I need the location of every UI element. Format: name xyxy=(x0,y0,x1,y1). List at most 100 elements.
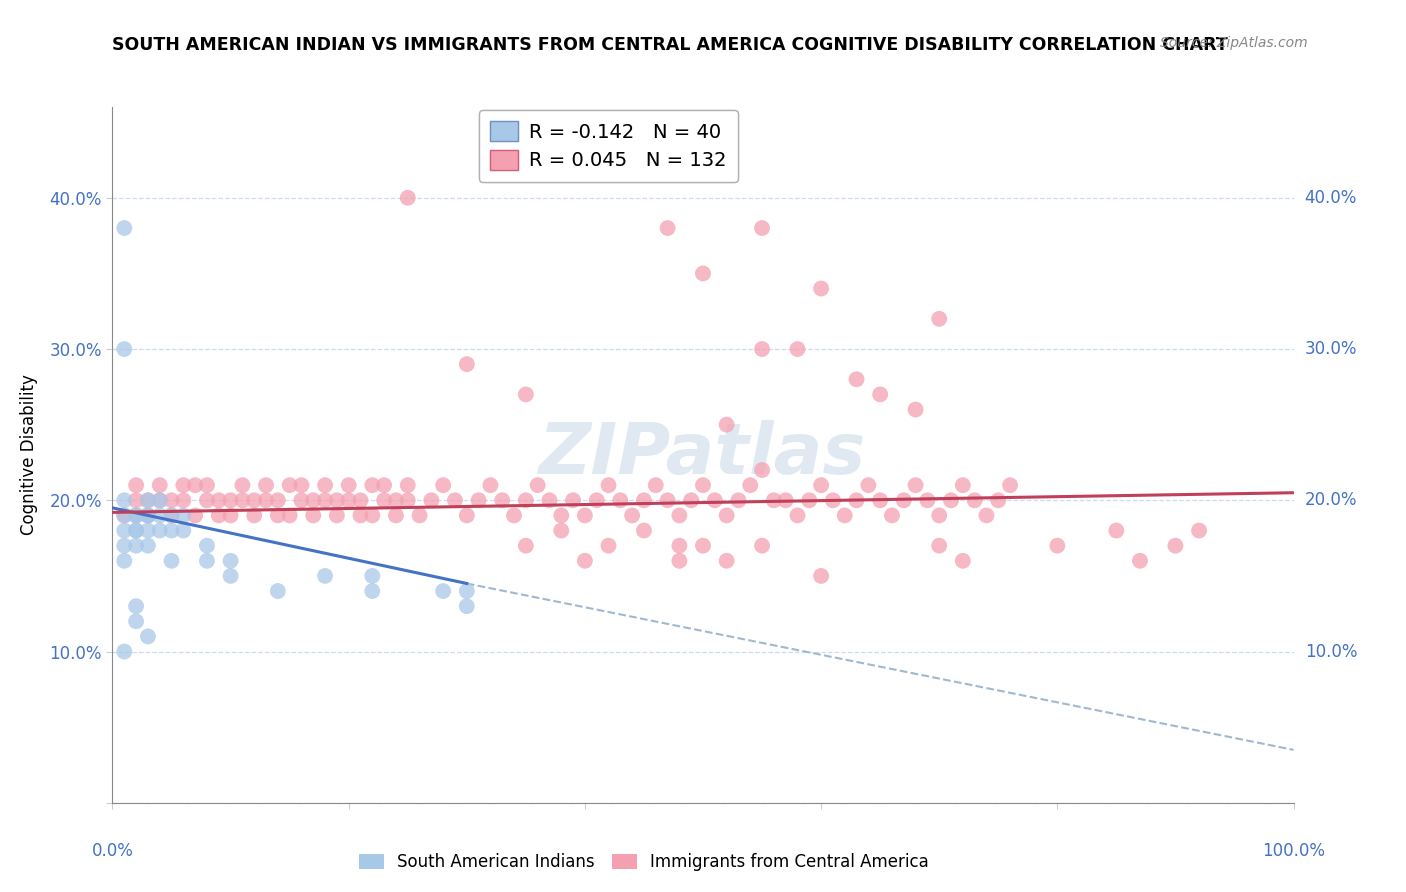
Point xyxy=(149,478,172,492)
Point xyxy=(845,493,868,508)
Point xyxy=(361,584,384,599)
Point xyxy=(574,554,596,568)
Point xyxy=(420,493,443,508)
Point xyxy=(361,508,384,523)
Point xyxy=(668,508,690,523)
Point xyxy=(681,493,703,508)
Point xyxy=(149,508,172,523)
Point xyxy=(243,508,266,523)
Point xyxy=(314,478,336,492)
Point xyxy=(231,493,253,508)
Point xyxy=(112,221,135,235)
Point xyxy=(373,478,395,492)
Point xyxy=(751,539,773,553)
Point xyxy=(314,493,336,508)
Point xyxy=(326,493,349,508)
Point xyxy=(172,493,194,508)
Text: 10.0%: 10.0% xyxy=(1305,642,1357,661)
Point xyxy=(290,493,312,508)
Point xyxy=(219,508,242,523)
Point xyxy=(302,493,325,508)
Point xyxy=(550,524,572,538)
Point xyxy=(644,478,666,492)
Point xyxy=(136,493,159,508)
Point xyxy=(998,478,1021,492)
Point xyxy=(254,493,277,508)
Point xyxy=(125,524,148,538)
Point xyxy=(326,508,349,523)
Point xyxy=(125,524,148,538)
Point xyxy=(278,508,301,523)
Point xyxy=(112,508,135,523)
Point xyxy=(716,508,738,523)
Text: 0.0%: 0.0% xyxy=(91,842,134,860)
Point xyxy=(834,508,856,523)
Point xyxy=(172,508,194,523)
Point xyxy=(136,508,159,523)
Point xyxy=(928,539,950,553)
Point xyxy=(810,281,832,295)
Point xyxy=(821,493,844,508)
Point xyxy=(869,493,891,508)
Point xyxy=(668,554,690,568)
Point xyxy=(136,508,159,523)
Point xyxy=(349,493,371,508)
Point xyxy=(657,493,679,508)
Point xyxy=(373,493,395,508)
Point xyxy=(361,569,384,583)
Point xyxy=(703,493,725,508)
Point xyxy=(1129,554,1152,568)
Point xyxy=(858,478,880,492)
Point xyxy=(290,478,312,492)
Point xyxy=(172,524,194,538)
Point xyxy=(208,493,231,508)
Point xyxy=(574,508,596,523)
Point xyxy=(598,539,620,553)
Point xyxy=(302,508,325,523)
Point xyxy=(219,493,242,508)
Point xyxy=(538,493,561,508)
Point xyxy=(337,478,360,492)
Point xyxy=(184,508,207,523)
Point xyxy=(904,478,927,492)
Point xyxy=(125,508,148,523)
Point xyxy=(160,508,183,523)
Text: Source: ZipAtlas.com: Source: ZipAtlas.com xyxy=(1160,36,1308,50)
Point xyxy=(515,387,537,401)
Point xyxy=(184,478,207,492)
Point xyxy=(160,554,183,568)
Point xyxy=(810,478,832,492)
Point xyxy=(609,493,631,508)
Point xyxy=(515,493,537,508)
Point xyxy=(952,554,974,568)
Point xyxy=(491,493,513,508)
Point xyxy=(775,493,797,508)
Point xyxy=(112,508,135,523)
Point xyxy=(314,569,336,583)
Point xyxy=(444,493,467,508)
Point xyxy=(893,493,915,508)
Point xyxy=(668,539,690,553)
Point xyxy=(880,508,903,523)
Point xyxy=(385,508,408,523)
Point xyxy=(231,478,253,492)
Point xyxy=(987,493,1010,508)
Point xyxy=(125,508,148,523)
Point xyxy=(112,493,135,508)
Point xyxy=(125,539,148,553)
Point xyxy=(408,508,430,523)
Point xyxy=(112,644,135,658)
Point xyxy=(1164,539,1187,553)
Point xyxy=(1105,524,1128,538)
Point xyxy=(361,478,384,492)
Point xyxy=(396,493,419,508)
Point xyxy=(799,493,821,508)
Point xyxy=(716,554,738,568)
Point xyxy=(195,493,218,508)
Point xyxy=(195,539,218,553)
Point xyxy=(396,191,419,205)
Point xyxy=(160,508,183,523)
Point xyxy=(195,478,218,492)
Point xyxy=(1188,524,1211,538)
Point xyxy=(208,508,231,523)
